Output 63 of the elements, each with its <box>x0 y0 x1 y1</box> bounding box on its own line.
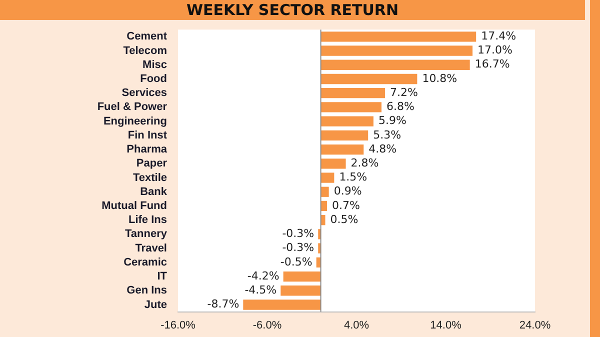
y-tick-label: Travel <box>135 242 167 254</box>
bar <box>320 186 329 197</box>
bar <box>320 60 470 70</box>
y-tick-label: Food <box>140 73 167 86</box>
data-label: 16.7% <box>474 58 510 71</box>
x-tick-label: 4.0% <box>344 319 370 332</box>
bar <box>320 172 334 183</box>
y-tick-label: Jute <box>144 298 167 311</box>
y-tick-label: Engineering <box>103 115 167 128</box>
y-tick-label: Gen Ins <box>126 284 167 297</box>
x-tick-label: 14.0% <box>430 319 462 332</box>
data-label: -0.5% <box>280 255 312 268</box>
data-label: -4.2% <box>247 269 280 282</box>
data-label: -4.5% <box>244 283 277 296</box>
y-tick-label: Life Ins <box>128 214 167 226</box>
bar <box>320 130 368 141</box>
y-tick-label: Cement <box>126 30 168 43</box>
bar <box>320 116 374 126</box>
data-label: 2.8% <box>350 156 379 170</box>
bar <box>320 46 473 56</box>
bar <box>280 286 321 296</box>
bar <box>320 88 386 98</box>
bar <box>320 144 364 155</box>
data-label: 4.8% <box>368 142 397 156</box>
y-tick-label: IT <box>157 270 168 283</box>
bar <box>243 300 321 310</box>
data-label: 7.2% <box>390 86 418 99</box>
data-label: 0.7% <box>332 198 360 212</box>
data-label: 5.9% <box>378 114 406 128</box>
y-tick-label: Telecom <box>123 44 168 57</box>
y-tick-label: Ceramic <box>124 256 167 268</box>
y-tick-label: Mutual Fund <box>102 200 167 212</box>
data-label: -0.3% <box>282 241 314 254</box>
y-tick-label: Paper <box>136 158 168 170</box>
bar <box>320 74 418 84</box>
data-label: 17.0% <box>478 44 512 57</box>
data-label: 0.5% <box>330 212 358 226</box>
y-tick-label: Services <box>122 87 167 100</box>
y-tick-label: Bank <box>140 186 168 198</box>
bar <box>320 102 382 112</box>
x-tick-label: -6.0% <box>252 319 282 332</box>
bar <box>283 271 321 282</box>
x-tick-label: -16.0% <box>160 319 196 332</box>
bar <box>318 243 321 254</box>
y-tick-label: Fin Inst <box>128 129 168 142</box>
x-tick-label: 24.0% <box>519 319 551 332</box>
data-label: -0.3% <box>282 227 314 240</box>
y-tick-label: Misc <box>142 58 167 71</box>
y-tick-label: Fuel & Power <box>97 101 168 114</box>
chart-title: WEEKLY SECTOR RETURN <box>0 0 585 20</box>
data-label: 6.8% <box>386 100 414 114</box>
data-label: 0.9% <box>334 184 362 198</box>
bar <box>320 32 476 42</box>
bar <box>320 158 346 169</box>
bar <box>318 229 321 240</box>
y-tick-label: Tannery <box>125 228 168 240</box>
data-label: 1.5% <box>339 170 368 184</box>
y-tick-label: Pharma <box>126 144 168 156</box>
data-label: 10.8% <box>422 72 458 85</box>
data-label: 5.3% <box>373 128 402 142</box>
data-label: -8.7% <box>207 298 240 311</box>
data-label: 17.4% <box>481 30 516 43</box>
y-tick-label: Textile <box>132 172 167 184</box>
